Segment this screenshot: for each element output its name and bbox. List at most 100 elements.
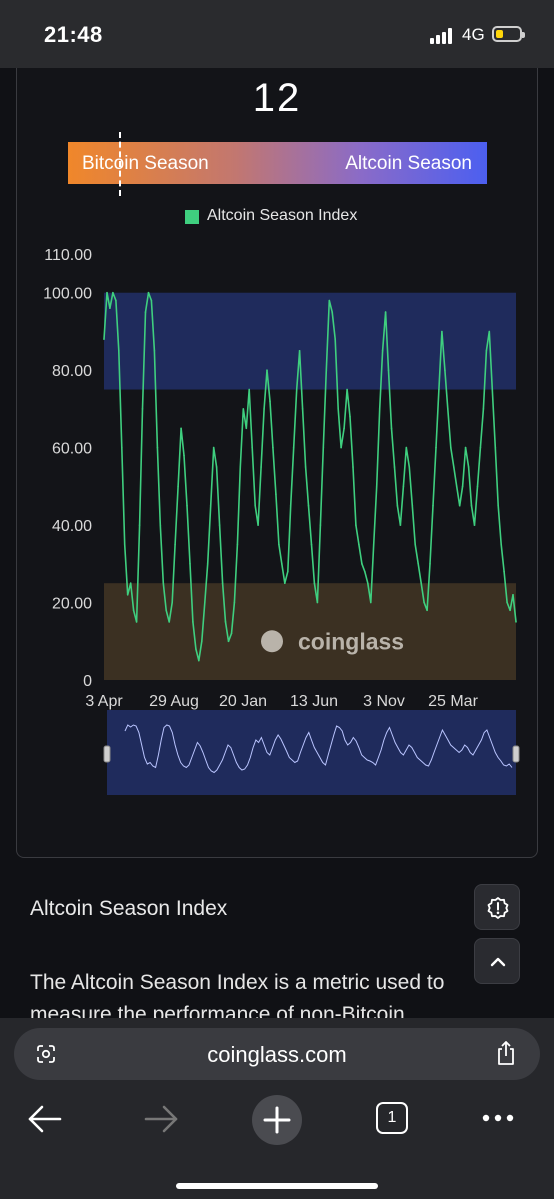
data-point — [150, 299, 153, 302]
data-point — [153, 350, 156, 352]
data-point — [174, 543, 176, 546]
x-tick-label: 29 Aug — [149, 693, 199, 710]
lens-search-icon[interactable] — [34, 1042, 58, 1066]
legend-label: Altcoin Season Index — [207, 207, 358, 224]
data-point — [396, 504, 399, 507]
data-point — [287, 570, 289, 573]
data-point — [450, 446, 452, 449]
altcoin-index-chart[interactable]: coinglass 0 20.00 40.00 60.00 80.00 100.00 110.… — [0, 238, 554, 798]
data-point — [289, 504, 292, 507]
data-point — [488, 330, 491, 333]
section-title: Altcoin Season Index — [30, 897, 228, 920]
data-point — [195, 648, 197, 650]
data-point — [352, 466, 354, 468]
data-point — [144, 311, 147, 313]
data-point — [304, 466, 307, 468]
data-point — [257, 524, 259, 526]
data-point — [331, 311, 334, 313]
new-tab-plus-icon[interactable] — [251, 1094, 303, 1146]
status-time: 21:48 — [44, 22, 103, 47]
watermark-text: coinglass — [298, 628, 404, 654]
data-point — [316, 601, 319, 604]
data-point — [325, 369, 328, 371]
data-point — [106, 291, 108, 294]
current-index-marker — [119, 132, 121, 196]
data-point — [230, 632, 233, 635]
navigator-background — [107, 710, 516, 795]
data-point — [121, 446, 123, 449]
data-point — [343, 427, 345, 430]
data-point — [206, 563, 209, 565]
data-point — [260, 466, 262, 468]
x-tick-label: 13 Jun — [290, 693, 338, 710]
more-dots-icon[interactable] — [480, 1112, 516, 1124]
back-arrow-icon[interactable] — [26, 1102, 64, 1136]
data-point — [251, 446, 253, 449]
data-point — [272, 446, 274, 449]
data-point — [135, 621, 138, 623]
data-point — [248, 388, 250, 391]
x-tick-label: 3 Apr — [85, 693, 123, 710]
data-point — [159, 524, 162, 526]
data-point — [168, 621, 170, 623]
network-type: 4G — [462, 25, 485, 44]
altcoin-season-label: Altcoin Season — [345, 153, 472, 174]
y-tick-label: 20.00 — [52, 596, 92, 613]
data-point — [503, 570, 505, 573]
season-gradient-bar: Bitcoin Season Altcoin Season — [68, 142, 487, 184]
data-point — [411, 504, 414, 507]
data-point — [266, 369, 268, 371]
data-point — [171, 601, 173, 604]
data-point — [233, 601, 236, 604]
data-point — [242, 408, 245, 410]
data-point — [429, 563, 431, 565]
data-point — [414, 543, 417, 546]
data-point — [112, 291, 114, 294]
y-tick-label: 60.00 — [52, 441, 92, 458]
data-point — [138, 524, 141, 526]
x-tick-label: 20 Jan — [219, 693, 267, 710]
data-point — [254, 504, 256, 507]
data-point — [192, 621, 194, 623]
data-point — [420, 582, 423, 584]
data-point — [301, 408, 304, 410]
y-tick-label: 40.00 — [52, 518, 92, 535]
forward-arrow-icon[interactable] — [142, 1102, 180, 1136]
data-point — [239, 466, 242, 468]
data-point — [378, 408, 381, 410]
data-point — [458, 504, 461, 507]
scroll-to-top-button[interactable] — [474, 938, 520, 984]
data-point — [186, 504, 188, 507]
page-content: 12 Bitcoin Season Altcoin Season Altcoin… — [0, 68, 554, 1018]
data-point — [275, 493, 277, 495]
data-point — [141, 408, 144, 410]
tab-switcher-button[interactable]: 1 — [376, 1102, 408, 1134]
data-point — [476, 485, 479, 488]
data-point — [491, 388, 494, 391]
data-point — [393, 466, 396, 468]
share-icon[interactable] — [494, 1040, 518, 1066]
url-text[interactable]: coinglass.com — [207, 1042, 347, 1067]
data-point — [423, 601, 425, 604]
data-point — [156, 446, 159, 449]
data-point — [402, 485, 405, 488]
report-button[interactable] — [474, 884, 520, 930]
data-point — [384, 311, 387, 313]
data-point — [349, 415, 351, 418]
data-point — [367, 582, 369, 584]
signal-icon — [430, 28, 456, 44]
data-point — [236, 543, 239, 546]
address-bar[interactable]: coinglass.com — [14, 1028, 540, 1080]
data-point — [218, 524, 221, 526]
data-point — [313, 582, 316, 584]
data-point — [506, 601, 508, 604]
data-point — [198, 659, 200, 662]
data-point — [298, 350, 301, 352]
home-indicator — [176, 1183, 378, 1189]
data-point — [221, 582, 224, 584]
data-point — [227, 640, 230, 643]
data-point — [444, 369, 446, 371]
data-point — [310, 543, 313, 546]
data-point — [417, 563, 420, 565]
navigator-line — [124, 724, 513, 774]
